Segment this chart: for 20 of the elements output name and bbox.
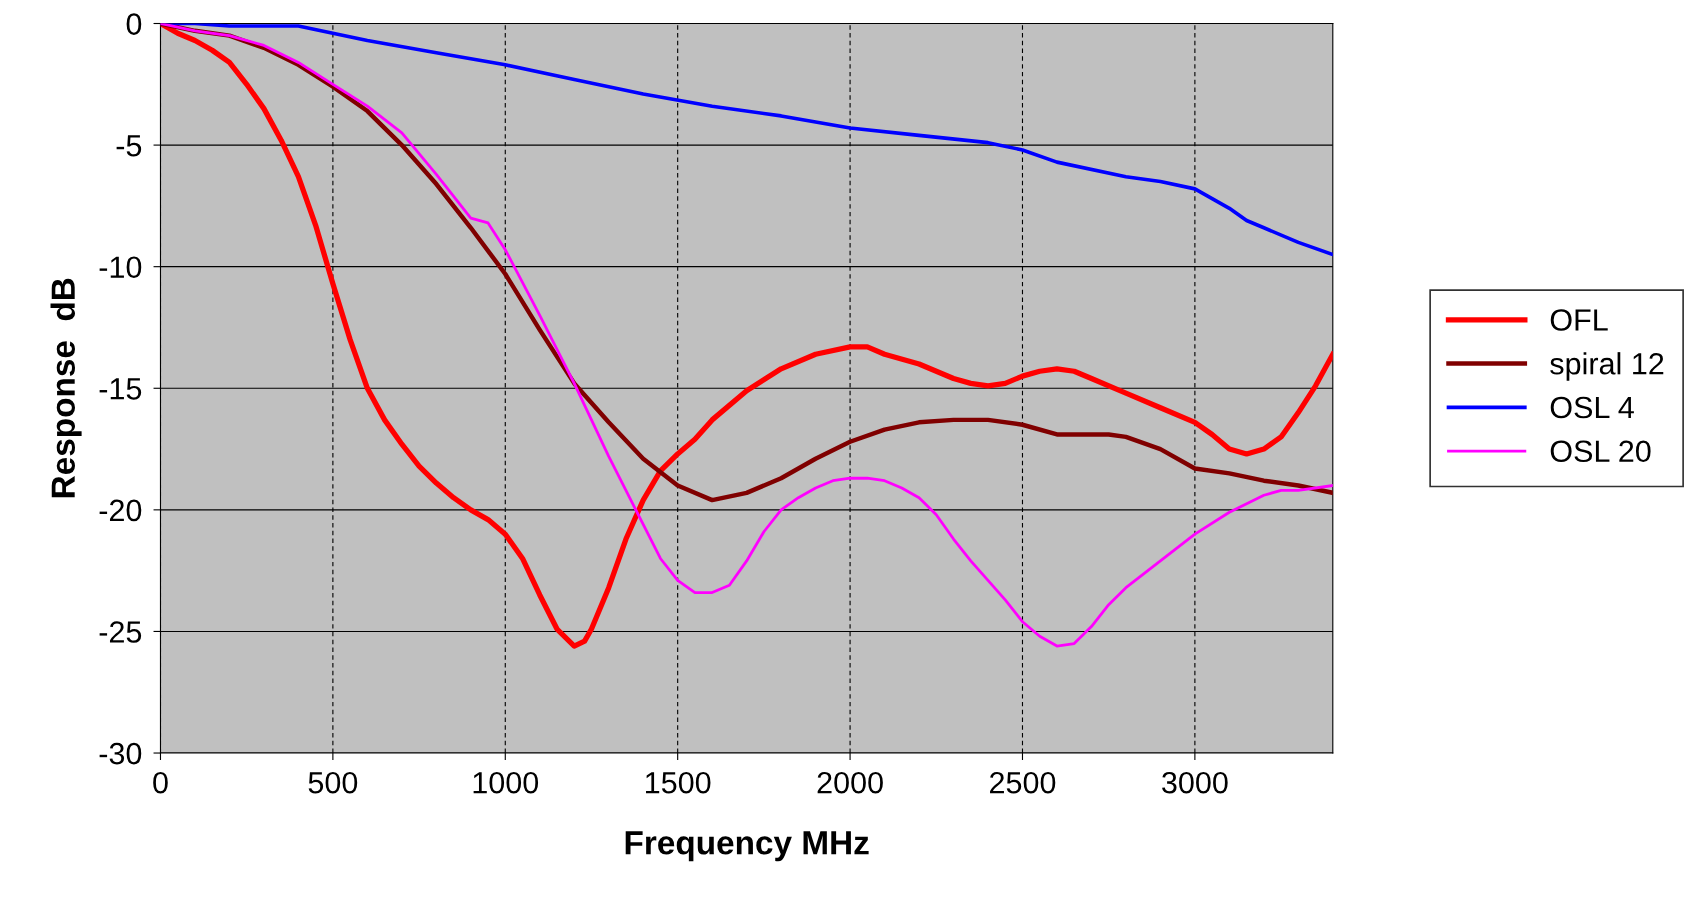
x-tick-label: 2000 [817,771,883,794]
y-tick-label: -10 [99,256,142,279]
x-tick-label: 3000 [1162,771,1228,794]
x-tick-label: 1000 [473,771,539,794]
x-tick-label: 2500 [990,771,1056,794]
legend-label: OSL 4 [1550,396,1634,419]
legend-label: OFL [1550,309,1608,331]
legend-label: OSL 20 [1550,440,1651,463]
x-tick-label: 500 [308,771,358,794]
y-tick-label: -15 [99,378,142,400]
y-axis-title: Response dB [50,278,82,498]
y-tick-label: 0 [126,13,142,35]
y-tick-label: -30 [99,742,142,765]
x-tick-label: 0 [153,771,168,794]
y-tick-label: -25 [99,621,142,643]
y-tick-label: -5 [116,135,142,157]
y-tick-label: -20 [99,499,142,522]
legend-label: spiral 12 [1550,352,1664,381]
x-tick-label: 1500 [646,771,711,794]
x-axis-title: Frequency MHz [625,831,869,862]
